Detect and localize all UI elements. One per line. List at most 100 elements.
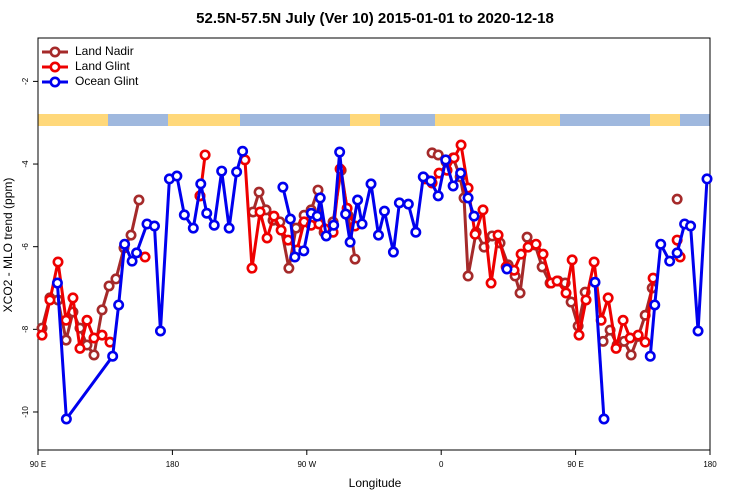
data-point — [566, 254, 578, 266]
x-tick-label: 90 E — [30, 460, 46, 469]
data-point — [515, 248, 527, 260]
data-point — [573, 329, 585, 341]
y-tick-label: -4 — [21, 160, 30, 168]
data-point — [52, 256, 64, 268]
map-strip — [38, 114, 710, 126]
data-point — [393, 197, 405, 209]
data-point — [223, 222, 235, 234]
data-point — [311, 210, 323, 222]
x-tick-label: 180 — [703, 460, 717, 469]
y-tick-label: -6 — [21, 243, 30, 251]
data-point — [131, 247, 143, 259]
data-point — [372, 229, 384, 241]
data-point — [96, 304, 108, 316]
data-point — [237, 145, 249, 157]
data-point — [462, 270, 474, 282]
series-line — [424, 143, 655, 350]
data-point — [60, 334, 72, 346]
data-point — [246, 262, 258, 274]
data-point — [282, 234, 294, 246]
data-point — [320, 230, 332, 242]
data-point — [148, 220, 160, 232]
data-point — [485, 277, 497, 289]
data-point — [617, 314, 629, 326]
data-point — [551, 275, 563, 287]
x-axis-label: Longitude — [349, 476, 402, 490]
data-point — [328, 219, 340, 231]
data-point — [74, 342, 86, 354]
legend-label: Ocean Glint — [75, 74, 139, 88]
data-point — [565, 296, 577, 308]
legend-label: Land Glint — [75, 59, 130, 73]
data-point — [378, 205, 390, 217]
data-point — [133, 194, 145, 206]
data-point — [119, 238, 131, 250]
data-point — [598, 413, 610, 425]
data-point — [334, 146, 346, 158]
data-point — [60, 314, 72, 326]
data-point — [284, 213, 296, 225]
data-point — [580, 294, 592, 306]
data-point — [216, 165, 228, 177]
data-point — [632, 329, 644, 341]
data-point — [344, 236, 356, 248]
data-point — [644, 350, 656, 362]
data-point — [492, 229, 504, 241]
data-point — [103, 280, 115, 292]
data-point — [187, 222, 199, 234]
data-point — [356, 218, 368, 230]
legend-marker — [49, 61, 61, 73]
data-point — [588, 256, 600, 268]
x-tick-label: 0 — [439, 460, 444, 469]
y-tick-label: -8 — [21, 325, 30, 333]
data-point — [685, 220, 697, 232]
data-point — [425, 175, 437, 187]
data-point — [365, 178, 377, 190]
data-point — [154, 325, 166, 337]
y-tick-label: -10 — [21, 406, 30, 418]
data-point — [455, 167, 467, 179]
data-point — [432, 149, 444, 161]
plot-frame — [37, 37, 711, 451]
data-point — [514, 287, 526, 299]
data-point — [701, 173, 713, 185]
series-line — [55, 150, 245, 421]
data-point — [113, 299, 125, 311]
data-point — [639, 336, 651, 348]
data-point — [521, 231, 533, 243]
y-tick-label: -2 — [21, 77, 30, 85]
x-tick-label: 90 W — [297, 460, 316, 469]
data-point — [67, 292, 79, 304]
data-point — [655, 238, 667, 250]
data-point — [289, 251, 301, 263]
y-axis-label: XCO2 - MLO trend (ppm) — [1, 178, 15, 313]
data-point — [107, 350, 119, 362]
data-point — [402, 198, 414, 210]
data-point — [277, 181, 289, 193]
data-point — [36, 329, 48, 341]
data-point — [477, 204, 489, 216]
x-tick-label: 180 — [166, 460, 180, 469]
data-point — [178, 209, 190, 221]
data-point — [125, 229, 137, 241]
data-point — [530, 238, 542, 250]
data-point — [126, 255, 138, 267]
series-line — [593, 282, 606, 420]
data-point — [349, 253, 361, 265]
data-point — [283, 262, 295, 274]
chart-title: 52.5N-57.5N July (Ver 10) 2015-01-01 to … — [196, 10, 554, 27]
data-point — [298, 245, 310, 257]
data-point — [589, 276, 601, 288]
data-point — [60, 413, 72, 425]
data-point — [447, 180, 459, 192]
data-point — [468, 210, 480, 222]
legend-marker — [49, 76, 61, 88]
data-point — [610, 342, 622, 354]
data-point — [671, 247, 683, 259]
data-point — [268, 210, 280, 222]
data-point — [201, 207, 213, 219]
legend-marker — [49, 46, 61, 58]
data-point — [195, 178, 207, 190]
